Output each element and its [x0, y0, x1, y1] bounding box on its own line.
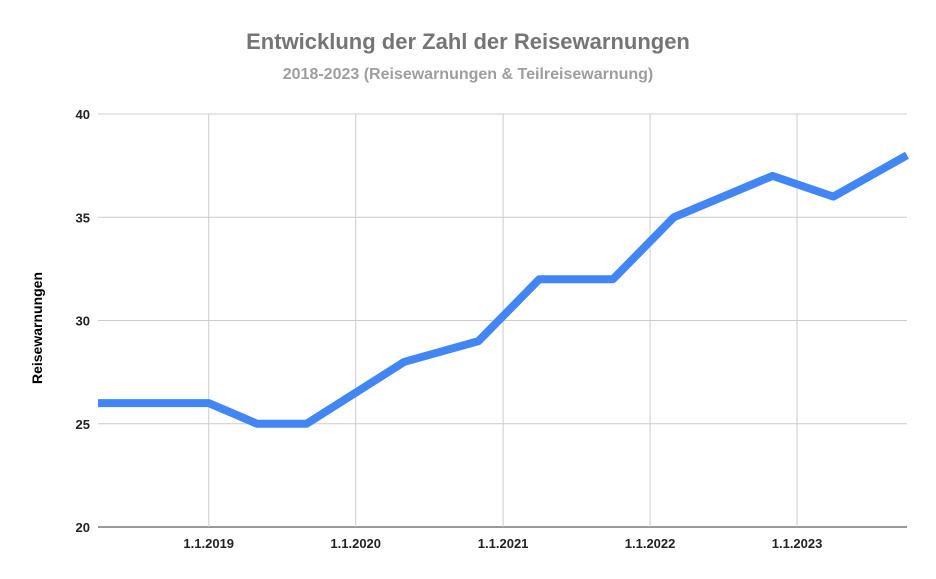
- chart-subtitle: 2018-2023 (Reisewarnungen & Teilreisewar…: [282, 66, 654, 83]
- series-line: [98, 151, 909, 428]
- x-tick-label: 1.1.2020: [330, 536, 381, 551]
- y-tick-label: 20: [76, 520, 90, 535]
- x-tick-label: 1.1.2022: [625, 536, 676, 551]
- x-axis-ticks: 1.1.2019 1.1.2020 1.1.2021 1.1.2022 1.1.2023: [183, 536, 822, 551]
- y-tick-label: 35: [76, 210, 90, 225]
- y-axis-ticks: 20 25 30 35 40: [76, 107, 90, 535]
- y-tick-label: 25: [76, 417, 90, 432]
- y-tick-label: 30: [76, 314, 90, 329]
- x-tick-label: 1.1.2021: [478, 536, 529, 551]
- y-axis-title: Reisewarnungen: [29, 272, 45, 384]
- series-layer: [98, 151, 909, 428]
- chart-title: Entwicklung der Zahl der Reisewarnungen: [246, 29, 690, 54]
- x-tick-label: 1.1.2023: [772, 536, 823, 551]
- x-tick-label: 1.1.2019: [183, 536, 234, 551]
- y-tick-label: 40: [76, 107, 90, 122]
